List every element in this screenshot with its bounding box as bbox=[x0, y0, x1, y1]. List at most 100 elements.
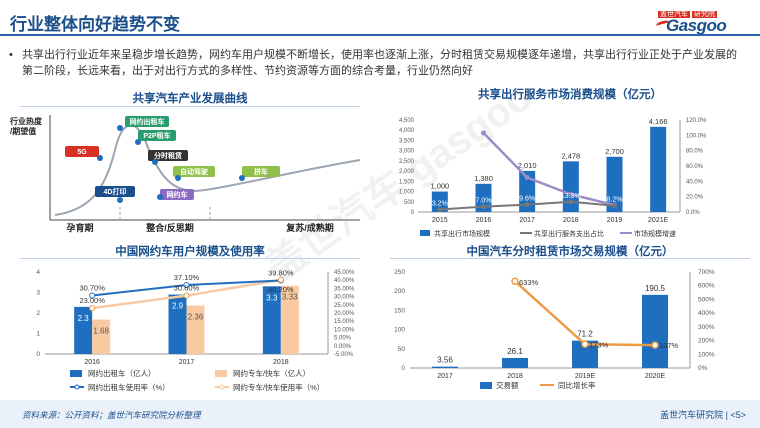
y-tick-label: 2,000 bbox=[399, 169, 415, 175]
curve-stage-label: 复苏/成熟期 bbox=[285, 222, 334, 233]
curve-label-text: 4D打印 bbox=[104, 187, 127, 196]
y2-tick-label: 80.0% bbox=[686, 149, 704, 155]
bar-value-label: 2,700 bbox=[605, 147, 624, 156]
bar-value-label: 1,380 bbox=[474, 174, 493, 183]
consumption-bar bbox=[650, 126, 667, 212]
y-tick-label: 0 bbox=[36, 351, 40, 358]
curve-stage-label: 整合/反思期 bbox=[145, 222, 194, 233]
y2-tick-label: 45.00% bbox=[334, 270, 355, 276]
bar-value-label: 2,010 bbox=[518, 161, 537, 170]
share-point bbox=[481, 204, 486, 210]
taxi-user-bar bbox=[168, 294, 187, 354]
y2-tick-label: 600% bbox=[698, 283, 715, 290]
curve-chart-title: 共享汽车产业发展曲线 bbox=[132, 93, 248, 105]
y-tick-label: 4,000 bbox=[399, 128, 415, 134]
y2-tick-label: 40.0% bbox=[686, 179, 704, 185]
consumption-chart: 0 500 1,000 1,500 2,000 2,500 3,000 3,500 4,000 4… bbox=[399, 117, 707, 238]
x-tick-label: 2017 bbox=[437, 373, 453, 380]
curve-label-tag bbox=[173, 166, 215, 177]
y2-tick-label: 35.00% bbox=[334, 286, 355, 292]
rate-label: 39.80% bbox=[268, 269, 294, 278]
legend-marker bbox=[219, 384, 225, 390]
consumption-bar bbox=[519, 170, 536, 212]
x-tick-label: 2018 bbox=[273, 359, 289, 366]
curve-point bbox=[239, 175, 245, 181]
users-chart: 0 1 2 3 4 -5.00% 0.00% 5.00% 10.00% 15.00% 20.00% 2… bbox=[36, 269, 355, 392]
rental-bar bbox=[432, 366, 458, 368]
curve-point bbox=[117, 197, 123, 203]
consumption-chart-title: 共享出行服务市场消费规模（亿元） bbox=[478, 89, 662, 101]
y2-tick-label: -5.00% bbox=[334, 352, 354, 358]
legend-swatch bbox=[70, 370, 82, 377]
share-label: 7.0% bbox=[476, 198, 492, 205]
express-user-bar bbox=[280, 285, 299, 354]
rate-label: 30.60% bbox=[174, 284, 200, 293]
express-rate-point bbox=[183, 292, 190, 299]
bar-value-label: 3.3 bbox=[266, 293, 278, 302]
curve-label-tag bbox=[138, 130, 176, 141]
consumption-bar bbox=[475, 183, 492, 212]
growth-rate-point bbox=[524, 175, 530, 180]
rental-bar bbox=[642, 294, 668, 368]
legend-swatch bbox=[420, 230, 430, 236]
bar-value-label: 2.3 bbox=[78, 314, 90, 323]
share-point bbox=[612, 203, 617, 209]
x-tick-label: 2017 bbox=[519, 217, 535, 224]
x-tick-label: 2021E bbox=[648, 217, 669, 224]
share-label: 13.3% bbox=[561, 193, 581, 200]
summary-paragraph: • 共享出行行业近年来呈稳步增长趋势，网约车用户规模不断增长，使用率也逐渐上涨，… bbox=[9, 47, 742, 79]
y2-tick-label: 0% bbox=[698, 365, 708, 372]
bar-value-label: 1.68 bbox=[93, 327, 109, 336]
panel-divider bbox=[20, 106, 360, 107]
share-label: 9.6% bbox=[519, 196, 535, 203]
y2-tick-label: 100% bbox=[698, 351, 715, 358]
share-point bbox=[524, 202, 530, 208]
y-tick-label: 3,000 bbox=[399, 149, 415, 155]
bar-value-label: 71.2 bbox=[577, 330, 593, 339]
curve-label-text: 网约车 bbox=[167, 190, 188, 199]
logo-wordmark: Gasgoo bbox=[666, 16, 727, 35]
rental-chart: 0 50 100 150 200 250 0% 100% 200% 300% 400% 500% 600… bbox=[394, 269, 715, 390]
curve-point bbox=[152, 159, 158, 165]
y2-tick-label: 120.0% bbox=[686, 118, 707, 124]
curve-label-tag bbox=[65, 146, 99, 157]
y-tick-label: 3,500 bbox=[399, 138, 415, 144]
y2-tick-label: 0.0% bbox=[686, 210, 700, 216]
y2-tick-label: 10.00% bbox=[334, 327, 355, 333]
y2-tick-label: 5.00% bbox=[334, 336, 352, 342]
y2-tick-label: 500% bbox=[698, 296, 715, 303]
share-point bbox=[437, 207, 443, 213]
y2-tick-label: 20.0% bbox=[686, 195, 704, 201]
legend-swatch bbox=[480, 382, 492, 389]
rental-chart-title: 中国汽车分时租赁市场交易规模（亿元） bbox=[466, 246, 674, 258]
growth-rate-point bbox=[568, 191, 574, 197]
y2-tick-label: 100.0% bbox=[686, 133, 707, 139]
bar-value-label: 26.1 bbox=[507, 347, 523, 356]
logo-badge: 研究院 bbox=[692, 11, 717, 18]
panel-divider bbox=[20, 258, 360, 259]
y-tick-label: 0 bbox=[401, 365, 405, 372]
y-tick-label: 250 bbox=[394, 269, 405, 276]
express-rate-point bbox=[277, 276, 284, 283]
bar-value-label: 2.36 bbox=[188, 313, 204, 322]
growth-rate-line bbox=[482, 132, 615, 207]
curve-point bbox=[117, 125, 123, 131]
legend-label: 网约出租车使用率（%） bbox=[88, 382, 170, 392]
y-tick-label: 200 bbox=[394, 288, 405, 295]
express-rate-point bbox=[89, 305, 96, 312]
share-point bbox=[568, 199, 574, 205]
page-title: 行业整体向好趋势不变 bbox=[10, 15, 180, 34]
rate-label: 23.00% bbox=[79, 296, 105, 305]
y-tick-label: 1,000 bbox=[399, 190, 415, 196]
legend-label: 同比增长率 bbox=[558, 380, 596, 390]
taxi-user-bar bbox=[74, 306, 93, 354]
y-tick-label: 4 bbox=[36, 269, 40, 276]
curve-label-tag bbox=[148, 150, 188, 161]
rate-label: 40.20% bbox=[268, 285, 294, 294]
yoy-growth-point bbox=[651, 341, 659, 349]
taxi-rate-point bbox=[89, 292, 96, 299]
x-tick-label: 2018 bbox=[563, 217, 579, 224]
consumption-bar bbox=[562, 161, 579, 212]
curve-ylabel: /期望值 bbox=[10, 126, 36, 136]
y2-tick-label: 200% bbox=[698, 338, 715, 345]
